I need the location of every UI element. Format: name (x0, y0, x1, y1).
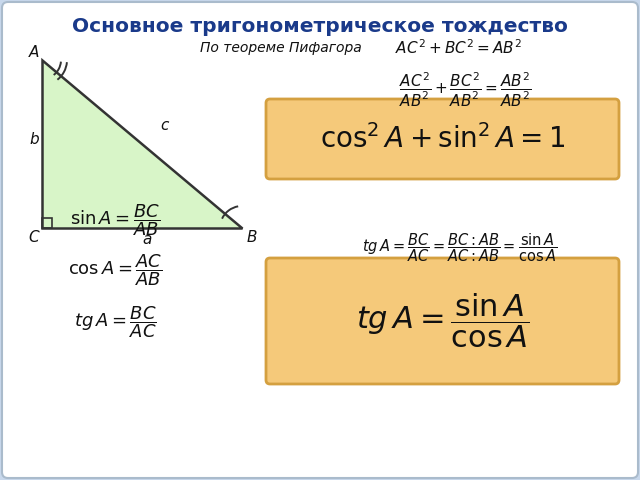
Text: По теореме Пифагора: По теореме Пифагора (200, 41, 362, 55)
FancyBboxPatch shape (266, 99, 619, 179)
Text: c: c (160, 118, 168, 133)
Polygon shape (42, 60, 242, 228)
Text: $tg\,A=\dfrac{BC}{AC}=\dfrac{BC:AB}{AC:AB}=\dfrac{\sin A}{\cos A}$: $tg\,A=\dfrac{BC}{AC}=\dfrac{BC:AB}{AC:A… (362, 232, 557, 264)
Text: $\cos^2 A+\sin^2 A=1$: $\cos^2 A+\sin^2 A=1$ (320, 124, 565, 154)
Text: a: a (142, 232, 152, 247)
Text: $tg\,A=\dfrac{\sin A}{\cos A}$: $tg\,A=\dfrac{\sin A}{\cos A}$ (356, 292, 529, 350)
Text: $\cos A = \dfrac{AC}{AB}$: $\cos A = \dfrac{AC}{AB}$ (68, 252, 163, 288)
Text: $\sin A = \dfrac{BC}{AB}$: $\sin A = \dfrac{BC}{AB}$ (70, 202, 160, 238)
Text: Основное тригонометрическое тождество: Основное тригонометрическое тождество (72, 16, 568, 36)
Text: $AC^2 + BC^2 = AB^2$: $AC^2 + BC^2 = AB^2$ (395, 39, 522, 57)
Bar (42, 218, 52, 228)
Text: $tg\,A = \dfrac{BC}{AC}$: $tg\,A = \dfrac{BC}{AC}$ (74, 304, 156, 340)
Text: A: A (29, 45, 40, 60)
Text: B: B (247, 230, 257, 245)
Text: C: C (28, 230, 38, 245)
Text: $\dfrac{AC^2}{AB^2}+\dfrac{BC^2}{AB^2}=\dfrac{AB^2}{AB^2}$: $\dfrac{AC^2}{AB^2}+\dfrac{BC^2}{AB^2}=\… (399, 71, 531, 109)
Text: b: b (29, 132, 38, 147)
FancyBboxPatch shape (266, 258, 619, 384)
